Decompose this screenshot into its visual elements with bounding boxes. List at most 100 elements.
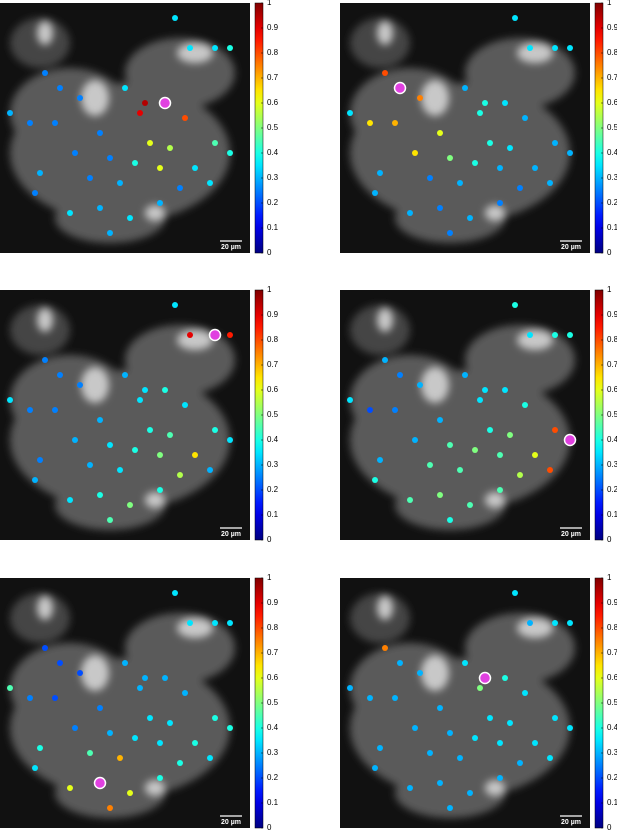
colorbar-tick-label: 0.5 <box>267 698 279 707</box>
cell-dot <box>137 110 143 116</box>
scale-bar-label: 20 µm <box>221 244 241 251</box>
tissue-image <box>340 290 590 540</box>
cell-dot <box>97 492 103 498</box>
cell-dot <box>397 660 403 666</box>
cell-dot <box>567 620 573 626</box>
colorbar-tick-label: 0.1 <box>607 510 617 519</box>
cell-dot <box>467 790 473 796</box>
cell-dot <box>167 720 173 726</box>
cell-dot <box>132 160 138 166</box>
cell-dot <box>482 387 488 393</box>
cell-dot <box>497 775 503 781</box>
colorbar-tick-label: 1 <box>267 573 272 582</box>
colorbar-tick-label: 0.9 <box>607 23 617 32</box>
cell-dot <box>177 760 183 766</box>
cell-dot <box>377 457 383 463</box>
colorbar-tick-label: 1 <box>607 573 612 582</box>
colorbar-tick-label: 0.2 <box>607 198 617 207</box>
colorbar-tick-label: 0.3 <box>267 173 279 182</box>
cell-dot <box>207 180 213 186</box>
cell-dot <box>57 372 63 378</box>
cell-dot <box>132 447 138 453</box>
cell-dot <box>392 695 398 701</box>
cell-dot <box>407 785 413 791</box>
colorbar-tick-label: 0.2 <box>267 773 279 782</box>
colorbar-tick-label: 0.8 <box>607 335 617 344</box>
cell-dot <box>472 160 478 166</box>
cell-dot <box>177 185 183 191</box>
cell-dot <box>512 15 518 21</box>
cell-dot <box>77 95 83 101</box>
colorbar-tick-label: 0 <box>267 248 272 257</box>
cell-dot <box>347 397 353 403</box>
colorbar-tick-label: 0.6 <box>267 98 279 107</box>
cell-dot <box>372 190 378 196</box>
cell-dot <box>372 477 378 483</box>
cell-dot <box>417 382 423 388</box>
cell-dot <box>117 467 123 473</box>
reference-cell <box>563 433 577 447</box>
cell-dot <box>42 70 48 76</box>
cell-dot <box>122 372 128 378</box>
cell-dot <box>72 150 78 156</box>
cell-dot <box>212 620 218 626</box>
cell-dot <box>97 130 103 136</box>
cell-dot <box>52 120 58 126</box>
cell-dot <box>127 790 133 796</box>
colorbar-tick-label: 0.6 <box>607 673 617 682</box>
colorbar-tick-label: 0.5 <box>607 410 617 419</box>
cell-dot <box>497 165 503 171</box>
colorbar-tick-label: 0.6 <box>607 98 617 107</box>
panel: 20 µm 0 0.1 0.2 0.3 0.4 0.5 0.6 0.7 0.8 0.9 1 <box>340 285 617 544</box>
cell-dot <box>122 660 128 666</box>
cell-dot <box>522 690 528 696</box>
cell-dot <box>427 750 433 756</box>
cell-dot <box>347 110 353 116</box>
cell-dot <box>27 695 33 701</box>
cell-dot <box>227 437 233 443</box>
colorbar-tick-label: 0.7 <box>267 360 279 369</box>
cell-dot <box>162 675 168 681</box>
cell-dot <box>227 725 233 731</box>
cell-dot <box>397 372 403 378</box>
cell-dot <box>7 685 13 691</box>
cell-dot <box>532 740 538 746</box>
cell-dot <box>107 805 113 811</box>
cell-dot <box>512 302 518 308</box>
cell-dot <box>157 200 163 206</box>
cell-dot <box>497 487 503 493</box>
cell-dot <box>547 180 553 186</box>
cell-dot <box>212 427 218 433</box>
cell-dot <box>477 397 483 403</box>
reference-cell <box>158 96 172 110</box>
cell-dot <box>437 492 443 498</box>
cell-dot <box>27 407 33 413</box>
colorbar-tick-label: 0.9 <box>267 310 279 319</box>
cell-dot <box>552 140 558 146</box>
cell-dot <box>382 70 388 76</box>
cell-dot <box>77 382 83 388</box>
cell-dot <box>122 85 128 91</box>
cell-dot <box>392 120 398 126</box>
panel: 20 µm 0 0.1 0.2 0.3 0.4 0.5 0.6 0.7 0.8 0.9 1 <box>0 285 279 544</box>
colorbar-tick-label: 0.8 <box>267 623 279 632</box>
cell-dot <box>87 750 93 756</box>
cell-dot <box>107 230 113 236</box>
colorbar-tick-label: 0.3 <box>607 173 617 182</box>
cell-dot <box>462 372 468 378</box>
cell-dot <box>172 15 178 21</box>
cell-dot <box>212 140 218 146</box>
cell-dot <box>192 452 198 458</box>
cell-dot <box>482 100 488 106</box>
cell-dot <box>107 730 113 736</box>
cell-dot <box>127 502 133 508</box>
panel: 20 µm 0 0.1 0.2 0.3 0.4 0.5 0.6 0.7 0.8 0.9 1 <box>0 0 279 257</box>
colorbar-tick-label: 0 <box>607 535 612 544</box>
cell-dot <box>472 735 478 741</box>
cell-dot <box>522 115 528 121</box>
panel: 20 µm 0 0.1 0.2 0.3 0.4 0.5 0.6 0.7 0.8 0.9 1 <box>0 573 279 832</box>
colorbar-tick-label: 0.4 <box>607 723 617 732</box>
colorbar-tick-label: 0.4 <box>267 148 279 157</box>
cell-dot <box>502 675 508 681</box>
cell-dot <box>502 100 508 106</box>
